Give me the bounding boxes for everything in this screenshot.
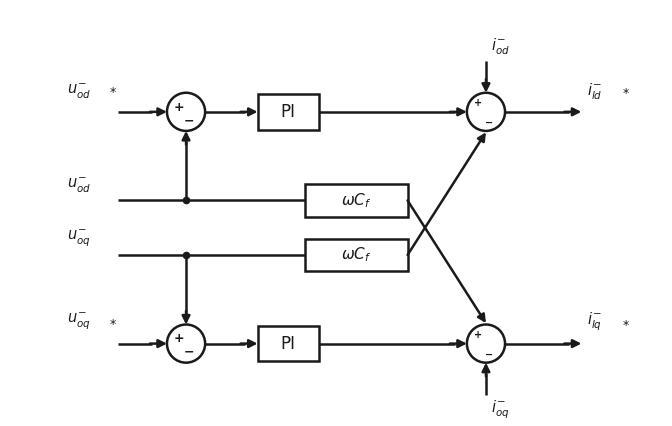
Text: $*$: $*$	[622, 85, 630, 98]
Text: $*$: $*$	[622, 317, 630, 330]
Text: $*$: $*$	[109, 84, 117, 97]
FancyBboxPatch shape	[257, 326, 319, 361]
Circle shape	[467, 325, 505, 363]
Text: −: −	[485, 349, 493, 360]
Text: $\omega C_f$: $\omega C_f$	[341, 191, 372, 210]
Text: $u_{od}^{-}$: $u_{od}^{-}$	[67, 81, 91, 100]
Text: −: −	[183, 346, 194, 359]
Text: +: +	[474, 98, 482, 108]
FancyBboxPatch shape	[305, 239, 408, 271]
Text: −: −	[485, 118, 493, 128]
Text: +: +	[174, 332, 185, 345]
Text: $u_{oq}^{-}$: $u_{oq}^{-}$	[67, 227, 91, 248]
Text: $i_{ld}^{-}$: $i_{ld}^{-}$	[587, 81, 602, 102]
Text: $i_{lq}^{-}$: $i_{lq}^{-}$	[587, 311, 602, 334]
Text: +: +	[474, 330, 482, 340]
Text: PI: PI	[281, 334, 296, 353]
Text: $*$: $*$	[109, 316, 117, 328]
Text: $i_{od}^{-}$: $i_{od}^{-}$	[491, 37, 510, 58]
Text: $\omega C_f$: $\omega C_f$	[341, 246, 372, 264]
Text: $i_{oq}^{-}$: $i_{oq}^{-}$	[491, 398, 510, 420]
Circle shape	[167, 93, 205, 131]
Circle shape	[167, 325, 205, 363]
Text: +: +	[174, 101, 185, 114]
Text: $u_{oq}^{-}$: $u_{oq}^{-}$	[67, 311, 91, 331]
Text: PI: PI	[281, 103, 296, 121]
Text: $u_{od}^{-}$: $u_{od}^{-}$	[67, 175, 91, 194]
Text: −: −	[183, 114, 194, 127]
Circle shape	[467, 93, 505, 131]
FancyBboxPatch shape	[305, 184, 408, 217]
FancyBboxPatch shape	[257, 94, 319, 130]
